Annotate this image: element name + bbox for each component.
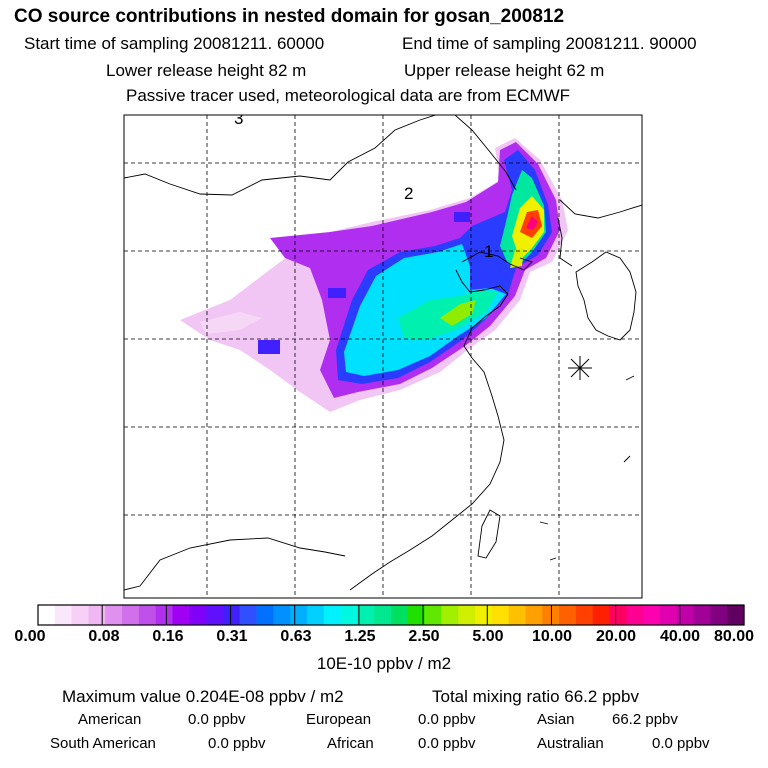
lower-release-label: Lower release height 82 m [106, 61, 307, 80]
total-mixing-ratio: Total mixing ratio 66.2 ppbv [432, 687, 639, 706]
region-american-name: American [78, 711, 142, 728]
colorbar-tick-2: 0.16 [152, 628, 184, 645]
colorbar-cell [306, 605, 325, 625]
colorbar-cell [290, 605, 308, 625]
colorbar-cell [38, 605, 56, 625]
colorbar-cell [206, 605, 224, 625]
map-label-1: 1 [484, 242, 493, 261]
map-area: 3 [124, 109, 642, 598]
colorbar-cell [693, 605, 711, 625]
tracer-note: Passive tracer used, meteorological data… [126, 86, 571, 105]
colorbar-cell [508, 605, 527, 625]
colorbar-cell [357, 605, 375, 625]
start-time-label: Start time of sampling 20081211. 60000 [24, 34, 325, 53]
maximum-value: Maximum value 0.204E-08 ppbv / m2 [62, 687, 344, 706]
map-label-3: 3 [234, 109, 243, 128]
colorbar-cell [155, 605, 174, 625]
region-asian-name: Asian [537, 711, 575, 728]
colorbar-cell [323, 605, 342, 625]
colorbar-cell [525, 605, 543, 625]
region-african-value: 0.0 ppbv [418, 735, 476, 752]
region-american-value: 0.0 ppbv [188, 711, 246, 728]
colorbar-tick-6: 2.50 [408, 628, 440, 645]
region-south-american-value: 0.0 ppbv [208, 735, 266, 752]
colorbar-tick-10: 40.00 [659, 628, 701, 645]
colorbar-cell [391, 605, 409, 625]
colorbar-cell [491, 605, 510, 625]
colorbar-cell [54, 605, 73, 625]
colorbar-cell [374, 605, 392, 625]
colorbar-cell [273, 605, 291, 625]
colorbar-tick-9: 20.00 [595, 628, 637, 645]
coastlines [124, 115, 642, 591]
colorbar-cell [189, 605, 207, 625]
colorbar-cell [424, 605, 443, 625]
colorbar-cell [727, 605, 745, 625]
map-label-2: 2 [404, 184, 413, 203]
colorbar-cell [256, 605, 274, 625]
colorbar-cell [105, 605, 123, 625]
colorbar-cell [71, 605, 90, 625]
colorbar-cell [592, 605, 611, 625]
colorbar-cell [407, 605, 426, 625]
end-time-label: End time of sampling 20081211. 90000 [402, 34, 697, 53]
grid-lines [124, 115, 642, 598]
colorbar-tick-3: 0.31 [216, 628, 248, 645]
colorbar [38, 605, 745, 625]
colorbar-cell [138, 605, 157, 625]
colorbar-cell [340, 605, 358, 625]
colorbar-cell [458, 605, 476, 625]
colorbar-cell [626, 605, 644, 625]
colorbar-cell [172, 605, 190, 625]
upper-release-label: Upper release height 62 m [404, 61, 605, 80]
map-frame [123, 114, 643, 599]
colorbar-tick-8: 10.00 [531, 628, 573, 645]
region-australian-name: Australian [537, 735, 604, 752]
colorbar-cell [441, 605, 459, 625]
colorbar-cell [659, 605, 678, 625]
colorbar-cell [710, 605, 728, 625]
colorbar-units: 10E-10 ppbv / m2 [316, 654, 452, 673]
colorbar-cell [559, 605, 577, 625]
region-european-name: European [306, 711, 372, 728]
colorbar-cell [88, 605, 106, 625]
colorbar-cell [239, 605, 258, 625]
colorbar-cell [676, 605, 695, 625]
region-african-name: African [327, 735, 374, 752]
region-asian-value: 66.2 ppbv [612, 711, 678, 728]
colorbar-cell [222, 605, 241, 625]
colorbar-tick-11: 80.00 [713, 628, 755, 645]
colorbar-tick-7: 5.00 [472, 628, 504, 645]
region-australian-value: 0.0 ppbv [652, 735, 710, 752]
colorbar-tick-0: 0.00 [14, 628, 46, 645]
colorbar-cell [475, 605, 493, 625]
asterisk-icon [568, 356, 592, 380]
colorbar-tick-4: 0.63 [280, 628, 312, 645]
colorbar-cell [609, 605, 627, 625]
colorbar-tick-1: 0.08 [88, 628, 120, 645]
figure-title: CO source contributions in nested domain… [14, 6, 565, 27]
colorbar-cell [575, 605, 594, 625]
colorbar-tick-5: 1.25 [344, 628, 376, 645]
region-european-value: 0.0 ppbv [418, 711, 476, 728]
colorbar-frame [37, 604, 745, 626]
region-south-american-name: South American [50, 735, 156, 752]
colorbar-cell [643, 605, 661, 625]
colorbar-cell [122, 605, 140, 625]
